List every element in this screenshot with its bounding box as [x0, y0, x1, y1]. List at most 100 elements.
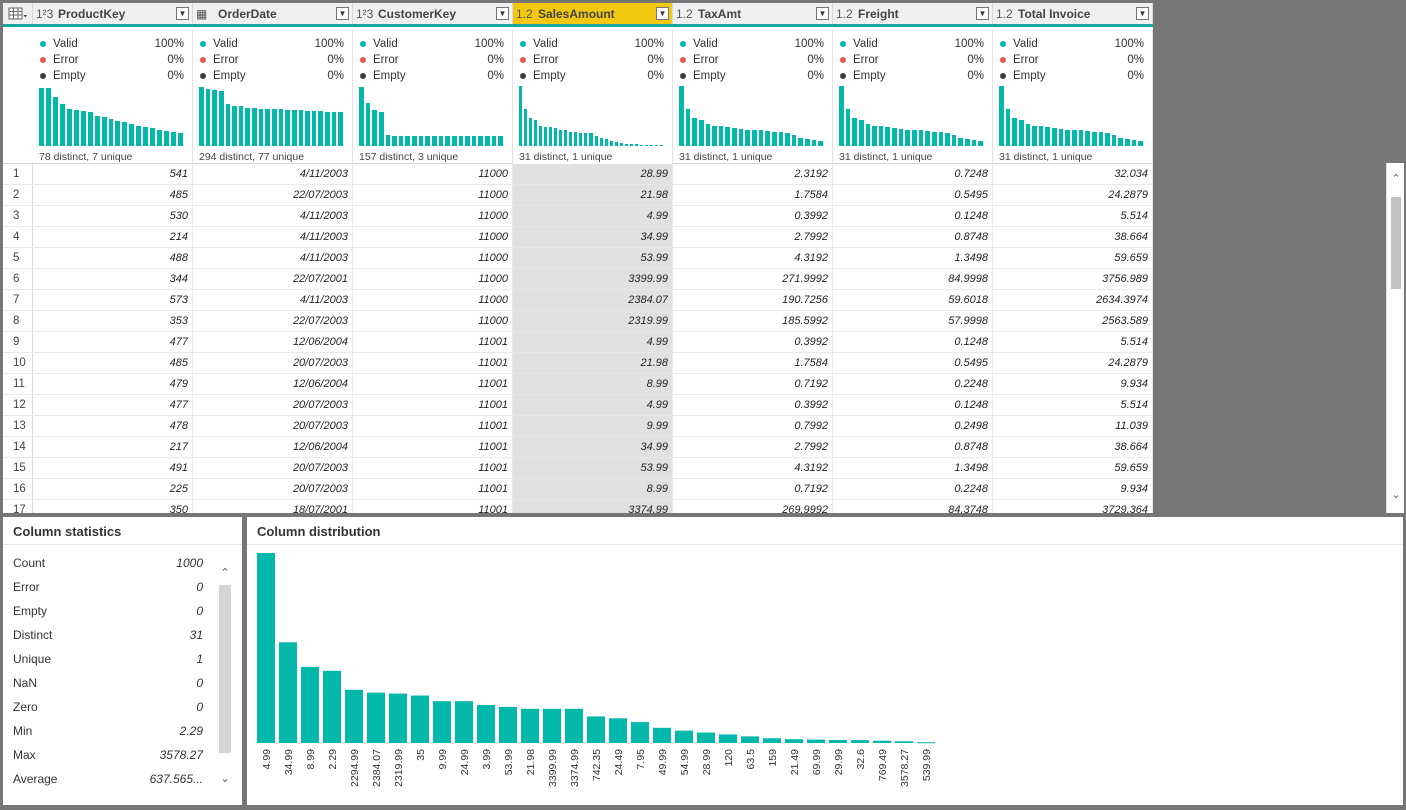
filter-dropdown-icon[interactable]: ▼ — [176, 7, 189, 20]
table-row[interactable]: 16 225 20/07/2003 11001 8.99 0.7192 0.2248 9.93… — [3, 479, 1153, 500]
distribution-bar[interactable] — [609, 718, 627, 743]
cell-total-invoice[interactable]: 59.659 — [993, 248, 1153, 268]
cell-salesamount[interactable]: 21.98 — [513, 185, 673, 205]
distribution-bar[interactable] — [257, 553, 275, 743]
distribution-bar[interactable] — [587, 716, 605, 743]
cell-taxamt[interactable]: 0.3992 — [673, 332, 833, 352]
cell-customerkey[interactable]: 11000 — [353, 164, 513, 184]
cell-freight[interactable]: 0.8748 — [833, 227, 993, 247]
cell-salesamount[interactable]: 3374.99 — [513, 500, 673, 513]
column-profile-histogram[interactable] — [839, 86, 984, 146]
cell-taxamt[interactable]: 269.9992 — [673, 500, 833, 513]
cell-customerkey[interactable]: 11001 — [353, 479, 513, 499]
cell-taxamt[interactable]: 1.7584 — [673, 353, 833, 373]
column-type-icon[interactable]: 1.2 — [516, 6, 533, 21]
cell-customerkey[interactable]: 11001 — [353, 416, 513, 436]
cell-freight[interactable]: 59.6018 — [833, 290, 993, 310]
cell-orderdate[interactable]: 4/11/2003 — [193, 248, 353, 268]
cell-freight[interactable]: 0.2248 — [833, 479, 993, 499]
cell-total-invoice[interactable]: 2563.589 — [993, 311, 1153, 331]
cell-total-invoice[interactable]: 2634.3974 — [993, 290, 1153, 310]
column-header-salesamount[interactable]: 1.2 SalesAmount ▼ — [513, 3, 673, 24]
cell-orderdate[interactable]: 22/07/2001 — [193, 269, 353, 289]
filter-dropdown-icon[interactable]: ▼ — [1136, 7, 1149, 20]
table-row[interactable]: 5 488 4/11/2003 11000 53.99 4.3192 1.3498 59.65… — [3, 248, 1153, 269]
distribution-bar[interactable] — [521, 708, 539, 743]
cell-productkey[interactable]: 491 — [33, 458, 193, 478]
cell-customerkey[interactable]: 11000 — [353, 227, 513, 247]
cell-orderdate[interactable]: 22/07/2003 — [193, 185, 353, 205]
distribution-bar[interactable] — [895, 741, 913, 743]
cell-freight[interactable]: 0.1248 — [833, 332, 993, 352]
cell-salesamount[interactable]: 34.99 — [513, 437, 673, 457]
cell-taxamt[interactable]: 190.7256 — [673, 290, 833, 310]
distribution-bar[interactable] — [807, 739, 825, 743]
table-row[interactable]: 11 479 12/06/2004 11001 8.99 0.7192 0.2248 9.93… — [3, 374, 1153, 395]
cell-customerkey[interactable]: 11001 — [353, 353, 513, 373]
cell-freight[interactable]: 0.8748 — [833, 437, 993, 457]
table-row[interactable]: 3 530 4/11/2003 11000 4.99 0.3992 0.1248 5.514 — [3, 206, 1153, 227]
distribution-bar[interactable] — [279, 642, 297, 743]
cell-taxamt[interactable]: 0.3992 — [673, 206, 833, 226]
table-row[interactable]: 2 485 22/07/2003 11000 21.98 1.7584 0.5495 24.2… — [3, 185, 1153, 206]
distribution-bar[interactable] — [741, 736, 759, 743]
column-profile-histogram[interactable] — [359, 86, 504, 146]
filter-dropdown-icon[interactable]: ▼ — [816, 7, 829, 20]
cell-productkey[interactable]: 217 — [33, 437, 193, 457]
cell-orderdate[interactable]: 4/11/2003 — [193, 206, 353, 226]
cell-salesamount[interactable]: 28.99 — [513, 164, 673, 184]
cell-total-invoice[interactable]: 11.039 — [993, 416, 1153, 436]
column-header-freight[interactable]: 1.2 Freight ▼ — [833, 3, 993, 24]
distribution-bar[interactable] — [851, 740, 869, 743]
distribution-bar[interactable] — [763, 738, 781, 743]
column-header-orderdate[interactable]: ▦ OrderDate ▼ — [193, 3, 353, 24]
cell-salesamount[interactable]: 2384.07 — [513, 290, 673, 310]
cell-freight[interactable]: 0.2248 — [833, 374, 993, 394]
distribution-bar[interactable] — [301, 667, 319, 743]
cell-taxamt[interactable]: 4.3192 — [673, 248, 833, 268]
distribution-bar[interactable] — [873, 740, 891, 743]
cell-total-invoice[interactable]: 59.659 — [993, 458, 1153, 478]
cell-orderdate[interactable]: 22/07/2003 — [193, 311, 353, 331]
scroll-down-icon[interactable]: ⌄ — [220, 772, 230, 785]
column-type-icon[interactable]: 1.2 — [676, 6, 693, 21]
cell-productkey[interactable]: 485 — [33, 185, 193, 205]
cell-taxamt[interactable]: 1.7584 — [673, 185, 833, 205]
cell-customerkey[interactable]: 11001 — [353, 395, 513, 415]
table-row[interactable]: 6 344 22/07/2001 11000 3399.99 271.9992 84.999… — [3, 269, 1153, 290]
column-type-icon[interactable]: 1²3 — [36, 6, 54, 21]
cell-salesamount[interactable]: 2319.99 — [513, 311, 673, 331]
cell-productkey[interactable]: 485 — [33, 353, 193, 373]
cell-customerkey[interactable]: 11000 — [353, 269, 513, 289]
column-profile-histogram[interactable] — [199, 86, 344, 146]
cell-total-invoice[interactable]: 38.664 — [993, 227, 1153, 247]
cell-productkey[interactable]: 344 — [33, 269, 193, 289]
cell-customerkey[interactable]: 11000 — [353, 311, 513, 331]
cell-productkey[interactable]: 479 — [33, 374, 193, 394]
cell-total-invoice[interactable]: 32.034 — [993, 164, 1153, 184]
column-quality-freight[interactable]: Valid 100% Error 0% Empty 0% 31 distinct, 1 un… — [833, 30, 993, 164]
cell-orderdate[interactable]: 4/11/2003 — [193, 290, 353, 310]
distribution-bar[interactable] — [345, 689, 363, 743]
table-row[interactable]: 1 541 4/11/2003 11000 28.99 2.3192 0.7248 32.03… — [3, 164, 1153, 185]
cell-total-invoice[interactable]: 5.514 — [993, 206, 1153, 226]
column-profile-histogram[interactable] — [39, 86, 184, 146]
cell-salesamount[interactable]: 34.99 — [513, 227, 673, 247]
cell-total-invoice[interactable]: 24.2879 — [993, 353, 1153, 373]
column-quality-customerkey[interactable]: Valid 100% Error 0% Empty 0% 157 distinct, 3 u… — [353, 30, 513, 164]
cell-orderdate[interactable]: 20/07/2003 — [193, 479, 353, 499]
column-quality-total-invoice[interactable]: Valid 100% Error 0% Empty 0% 31 distinct, 1 un… — [993, 30, 1153, 164]
cell-salesamount[interactable]: 9.99 — [513, 416, 673, 436]
cell-total-invoice[interactable]: 9.934 — [993, 479, 1153, 499]
distribution-bar[interactable] — [719, 734, 737, 743]
distribution-bar[interactable] — [455, 701, 473, 743]
column-profile-histogram[interactable] — [999, 86, 1144, 146]
scroll-thumb[interactable] — [219, 585, 231, 753]
cell-total-invoice[interactable]: 9.934 — [993, 374, 1153, 394]
cell-freight[interactable]: 0.2498 — [833, 416, 993, 436]
cell-total-invoice[interactable]: 5.514 — [993, 395, 1153, 415]
distribution-bar[interactable] — [389, 693, 407, 743]
cell-customerkey[interactable]: 11001 — [353, 458, 513, 478]
column-type-icon[interactable]: ▦ — [196, 6, 208, 21]
filter-dropdown-icon[interactable]: ▼ — [336, 7, 349, 20]
